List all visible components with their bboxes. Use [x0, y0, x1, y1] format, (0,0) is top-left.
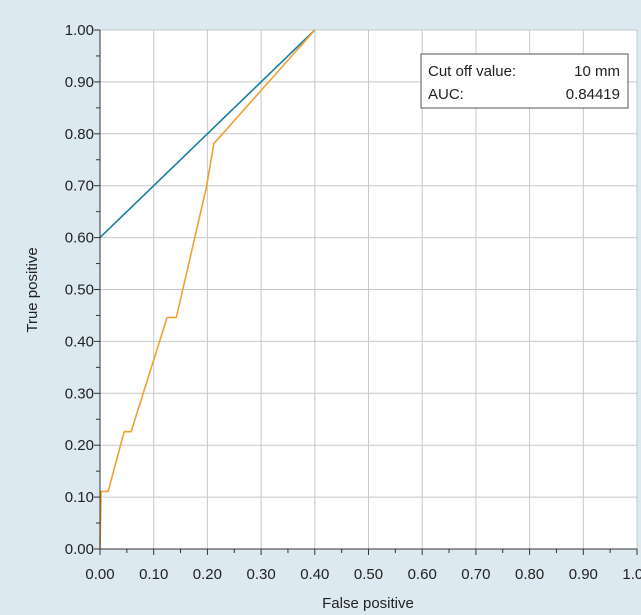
y-tick-label: 0.60 — [65, 230, 94, 247]
series-line-orange — [99, 29, 316, 550]
y-tick-label: 0.30 — [65, 385, 94, 402]
x-axis-title: False positive — [322, 595, 414, 612]
series-line-blue — [99, 29, 316, 239]
y-tick-label: 0.70 — [65, 178, 94, 195]
x-tick-label: 0.50 — [354, 566, 383, 583]
legend-frame — [420, 53, 629, 109]
y-tick-label: 0.00 — [65, 541, 94, 558]
y-axis-title: True positive — [24, 247, 41, 332]
x-tick-label: 0.60 — [408, 566, 437, 583]
y-tick-label: 0.80 — [65, 126, 94, 143]
x-tick-label: 0.90 — [569, 566, 598, 583]
legend-auc-label: AUC: — [428, 86, 464, 103]
minor-ticks — [94, 29, 638, 555]
y-tick-label: 0.50 — [65, 282, 94, 299]
legend-auc-value: 0.84419 — [566, 86, 620, 103]
x-tick-label: 0.40 — [300, 566, 329, 583]
x-tick-label: 0.70 — [461, 566, 490, 583]
y-tick-labels: 0.00 0.10 0.20 0.30 0.40 0.50 0.60 0.70 0.80 0.90… — [65, 22, 94, 558]
series-layer — [99, 29, 316, 550]
x-tick-label: 0.00 — [85, 566, 114, 583]
x-tick-label: 0.30 — [246, 566, 275, 583]
legend-cutoff-label: Cut off value: — [428, 63, 516, 80]
y-tick-label: 0.10 — [65, 489, 94, 506]
y-tick-label: 0.40 — [65, 333, 94, 350]
y-tick-label: 0.20 — [65, 437, 94, 454]
x-tick-label: 0.20 — [193, 566, 222, 583]
x-tick-label: 1.00 — [622, 566, 641, 583]
legend-cutoff-value: 10 mm — [574, 63, 620, 80]
legend-box: Cut off value: 10 mm AUC: 0.84419 — [420, 53, 629, 109]
y-tick-label: 0.90 — [65, 74, 94, 91]
y-tick-label: 1.00 — [65, 22, 94, 39]
x-tick-label: 0.80 — [515, 566, 544, 583]
x-tick-label: 0.10 — [139, 566, 168, 583]
x-tick-labels: 0.00 0.10 0.20 0.30 0.40 0.50 0.60 0.70 0.80 0.90… — [85, 566, 641, 583]
